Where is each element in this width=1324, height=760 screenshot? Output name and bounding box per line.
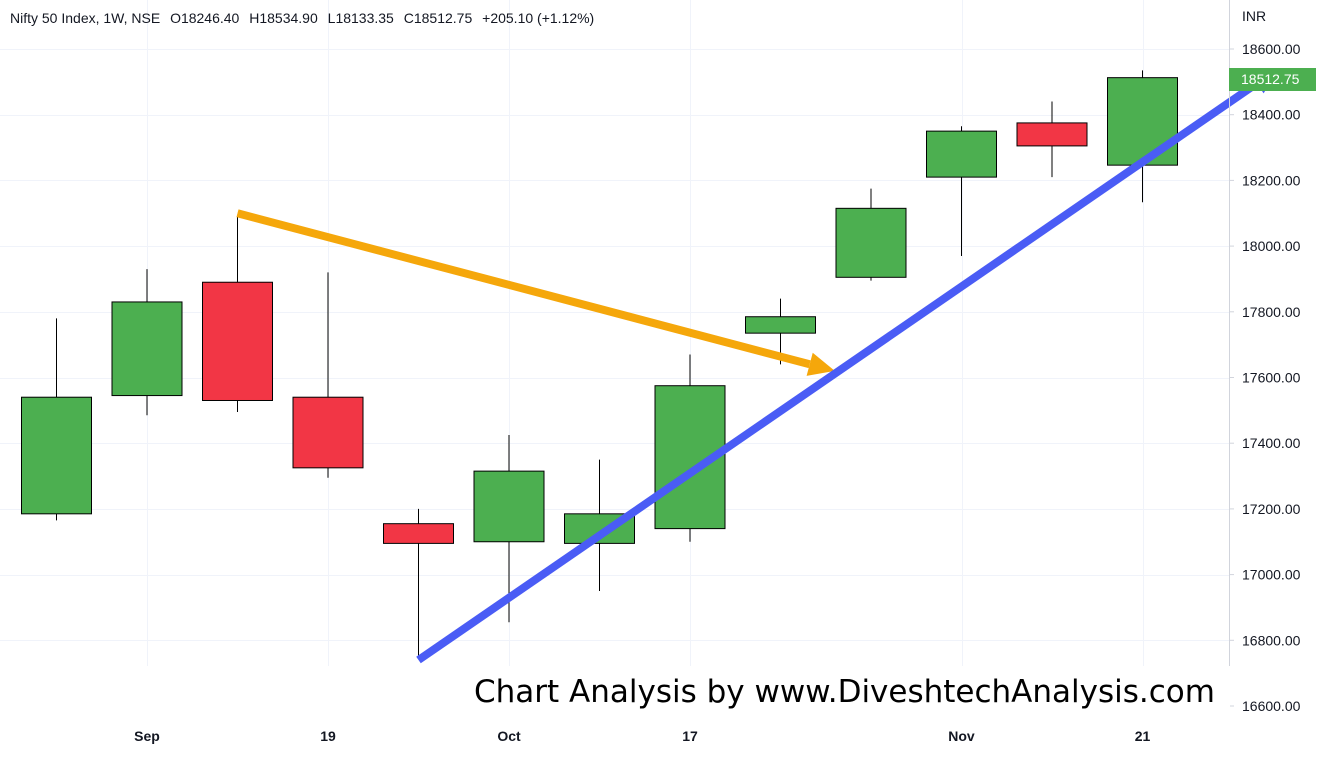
candle-body-up [745, 316, 816, 334]
candle-body-up [21, 396, 92, 515]
currency-label: INR [1242, 8, 1267, 24]
change-value: +205.10 (+1.12%) [482, 10, 595, 26]
price-tick-label: 18400.00 [1242, 107, 1301, 123]
candle-body-down [292, 396, 364, 469]
time-tick-label: Sep [134, 728, 160, 744]
candle-body-up [111, 301, 183, 397]
candle [1016, 101, 1088, 178]
price-tick-label: 17000.00 [1242, 567, 1301, 583]
time-tick-label: 19 [320, 728, 336, 744]
price-tick-label: 18200.00 [1242, 172, 1301, 188]
arrow-shaft [236, 209, 811, 369]
high-value: H18534.90 [249, 10, 318, 26]
price-tick-label: 17200.00 [1242, 501, 1301, 517]
symbol-name: Nifty 50 Index, 1W, NSE [10, 10, 161, 26]
candle [111, 269, 183, 416]
candle [383, 508, 454, 657]
price-tick-label: 16800.00 [1242, 632, 1301, 648]
symbol-legend: Nifty 50 Index, 1W, NSE O18246.40 H18534… [10, 10, 600, 26]
candle-body-down [202, 281, 273, 401]
candle [835, 188, 907, 281]
arrow-head [806, 352, 835, 376]
candle [292, 272, 364, 478]
price-tick-label: 17600.00 [1242, 370, 1301, 386]
time-tick-label: Nov [948, 728, 975, 744]
price-tick-label: 18600.00 [1242, 41, 1301, 57]
time-tick-label: 21 [1135, 728, 1151, 744]
candle [473, 434, 545, 623]
orange-trend-arrow [236, 209, 835, 376]
time-axis[interactable]: Sep 19 Oct 17 Nov 21 [134, 728, 1150, 744]
candle-body-down [1016, 122, 1088, 147]
price-tick-label: 18000.00 [1242, 238, 1301, 254]
candle [21, 318, 92, 521]
time-tick-label: Oct [497, 728, 521, 744]
candle [202, 214, 273, 412]
price-tick-label: 17400.00 [1242, 435, 1301, 451]
candle-body-up [835, 207, 907, 278]
candle-body-up [473, 470, 545, 543]
candle-body-down [383, 523, 454, 544]
price-axis[interactable]: 16600.00 16800.00 17000.00 17200.00 17400.00… [1229, 41, 1301, 714]
price-tick-label: 16600.00 [1242, 698, 1301, 714]
watermark-background [440, 670, 1230, 720]
arrow-shaft [416, 80, 1260, 664]
time-tick-label: 17 [682, 728, 698, 744]
watermark-text: Chart Analysis by www.DiveshtechAnalysis… [474, 674, 1215, 710]
candle [926, 126, 997, 256]
last-price-tag: 18512.75 [1229, 68, 1316, 91]
candle-body-up [1107, 77, 1178, 166]
candles [21, 70, 1178, 657]
candle-body-up [926, 130, 997, 178]
low-value: L18133.35 [327, 10, 394, 26]
close-value: C18512.75 [403, 10, 473, 26]
open-value: O18246.40 [170, 10, 240, 26]
price-tick-label: 17800.00 [1242, 304, 1301, 320]
